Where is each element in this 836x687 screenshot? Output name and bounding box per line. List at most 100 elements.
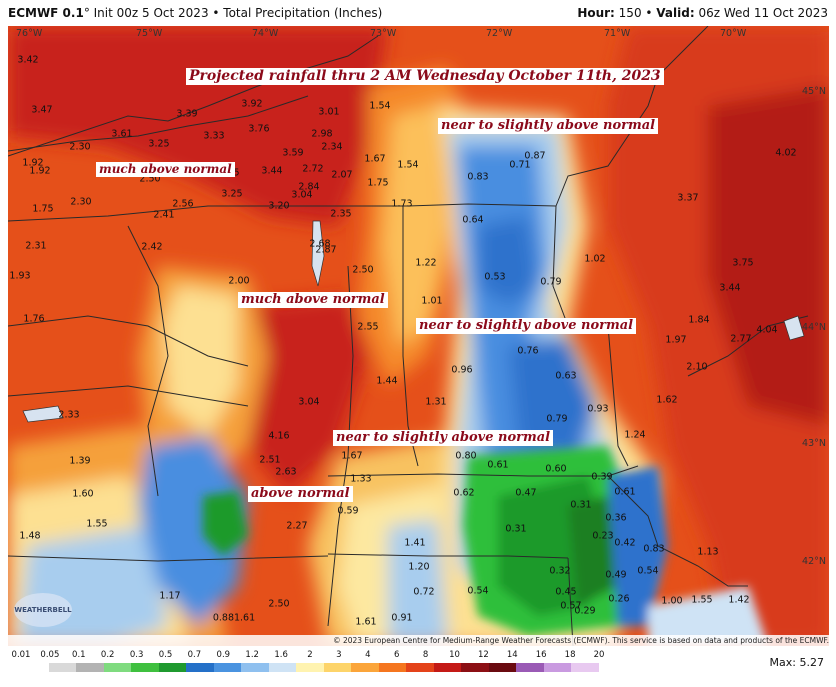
value-label: 0.32 bbox=[549, 565, 571, 577]
value-label: 1.54 bbox=[369, 100, 391, 112]
scale-tick: 20 bbox=[593, 650, 605, 660]
scale-swatch bbox=[296, 663, 325, 672]
value-label: 2.56 bbox=[172, 198, 194, 210]
scale-tick: 2 bbox=[307, 650, 313, 660]
scale-swatch bbox=[543, 663, 572, 672]
scale-swatch bbox=[213, 663, 242, 672]
value-label: 0.61 bbox=[487, 459, 509, 471]
value-label: 4.04 bbox=[756, 324, 778, 336]
value-label: 2.63 bbox=[275, 466, 297, 478]
value-label: 3.33 bbox=[203, 130, 225, 142]
value-label: 3.75 bbox=[732, 257, 754, 269]
scale-tick: 0.9 bbox=[216, 650, 231, 660]
value-label: 1.67 bbox=[364, 153, 386, 165]
scale-swatch bbox=[76, 663, 105, 672]
value-label: 1.75 bbox=[32, 203, 54, 215]
value-label: 1.48 bbox=[19, 530, 41, 542]
annotation-label: near to slightly above normal bbox=[438, 118, 659, 135]
value-label: 0.80 bbox=[455, 450, 477, 462]
precipitation-map: 76°W 75°W 74°W 73°W 72°W 71°W 70°W 45°N … bbox=[8, 26, 829, 646]
scale-swatch bbox=[461, 663, 490, 672]
valid-value: 06z Wed 11 Oct 2023 bbox=[694, 6, 828, 20]
value-label: 0.79 bbox=[546, 413, 568, 425]
value-label: 0.881.61 bbox=[212, 612, 256, 624]
scale-swatch bbox=[433, 663, 462, 672]
lon-label-72: 72°W bbox=[486, 28, 513, 39]
scale-swatch bbox=[268, 663, 297, 672]
run-info: ° Init 00z 5 Oct 2023 • Total Precipitat… bbox=[83, 6, 383, 20]
lat-label-43: 43°N bbox=[802, 438, 826, 449]
value-label: 0.23 bbox=[592, 530, 614, 542]
value-label: 3.37 bbox=[677, 192, 699, 204]
value-label: 2.33 bbox=[58, 409, 80, 421]
value-label: 3.92 bbox=[241, 98, 263, 110]
value-label: 3.44 bbox=[719, 282, 741, 294]
boundary-lines bbox=[8, 26, 809, 646]
scale-tick: 14 bbox=[506, 650, 518, 660]
annotation-label: near to slightly above normal bbox=[333, 430, 554, 447]
value-label: 1.84 bbox=[688, 314, 710, 326]
value-label: 0.47 bbox=[515, 487, 537, 499]
value-label: 3.20 bbox=[268, 200, 290, 212]
annotation-label: much above normal bbox=[96, 162, 235, 178]
scale-tick: 6 bbox=[393, 650, 400, 660]
value-label: 1.00 bbox=[661, 595, 683, 607]
valid-label: Valid: bbox=[656, 6, 695, 20]
scale-tick: 4 bbox=[365, 650, 371, 660]
value-label: 2.41 bbox=[153, 209, 175, 221]
value-label: 1.01 bbox=[421, 295, 443, 307]
scale-swatch bbox=[131, 663, 160, 672]
scale-tick: 0.7 bbox=[187, 650, 202, 660]
value-label: 3.42 bbox=[17, 54, 39, 66]
value-label: 1.97 bbox=[665, 334, 687, 346]
scale-swatch bbox=[378, 663, 407, 672]
value-label: 1.55 bbox=[86, 518, 108, 530]
header-left: ECMWF 0.1° Init 00z 5 Oct 2023 • Total P… bbox=[8, 6, 382, 20]
scale-swatch bbox=[186, 663, 215, 672]
value-label: 0.83 bbox=[643, 543, 665, 555]
scale-swatch bbox=[488, 663, 517, 672]
value-label: 1.62 bbox=[656, 394, 678, 406]
lon-label-75: 75°W bbox=[136, 28, 163, 39]
value-label: 0.49 bbox=[605, 569, 627, 581]
value-label: 0.54 bbox=[467, 585, 489, 597]
scale-swatch bbox=[571, 663, 600, 672]
color-scale: 0.01 0.05 0.1 0.2 0.3 0.5 0.7 0.9 1.2 1.6 2 3 4 6 8 10 1… bbox=[12, 650, 605, 682]
scale-swatch bbox=[351, 663, 380, 672]
value-label: 0.42 bbox=[614, 537, 636, 549]
value-label: 0.87 bbox=[524, 150, 546, 162]
value-label: 2.30 bbox=[69, 141, 91, 153]
value-label: 1.20 bbox=[408, 561, 430, 573]
value-label: 0.76 bbox=[517, 345, 539, 357]
lon-label-73: 73°W bbox=[370, 28, 397, 39]
value-label: 1.17 bbox=[159, 590, 181, 602]
value-label: 1.73 bbox=[391, 198, 413, 210]
scale-swatch bbox=[406, 663, 435, 672]
lon-label-70: 70°W bbox=[720, 28, 747, 39]
scale-swatch bbox=[241, 663, 270, 672]
value-label: 1.42 bbox=[728, 594, 750, 606]
scale-tick: 10 bbox=[449, 650, 460, 660]
value-label: 1.55 bbox=[691, 594, 713, 606]
value-label: 1.61 bbox=[355, 616, 377, 628]
value-label: 1.75 bbox=[367, 177, 389, 189]
lat-label-45: 45°N bbox=[802, 86, 826, 97]
value-label: 1.60 bbox=[72, 488, 94, 500]
header-right: Hour: 150 • Valid: 06z Wed 11 Oct 2023 bbox=[577, 6, 828, 20]
copyright-notice: © 2023 European Centre for Medium-Range … bbox=[8, 635, 829, 646]
value-label: 1.92 bbox=[29, 165, 51, 177]
scale-swatch bbox=[103, 663, 132, 672]
scale-tick: 0.1 bbox=[72, 650, 86, 660]
value-label: 0.59 bbox=[337, 505, 359, 517]
hour-label: Hour: bbox=[577, 6, 615, 20]
value-label: 4.02 bbox=[775, 147, 797, 159]
scale-tick: 0.3 bbox=[129, 650, 144, 660]
value-label: 0.83 bbox=[467, 171, 489, 183]
scale-tick: 8 bbox=[422, 650, 429, 660]
weatherbell-logo: WEATHERBELL bbox=[14, 593, 72, 627]
annotation-label: above normal bbox=[248, 486, 353, 503]
value-label: 3.76 bbox=[248, 123, 270, 135]
value-label: 0.71 bbox=[509, 159, 531, 171]
value-label: 3.01 bbox=[318, 106, 340, 118]
value-label: 2.34 bbox=[321, 141, 343, 153]
